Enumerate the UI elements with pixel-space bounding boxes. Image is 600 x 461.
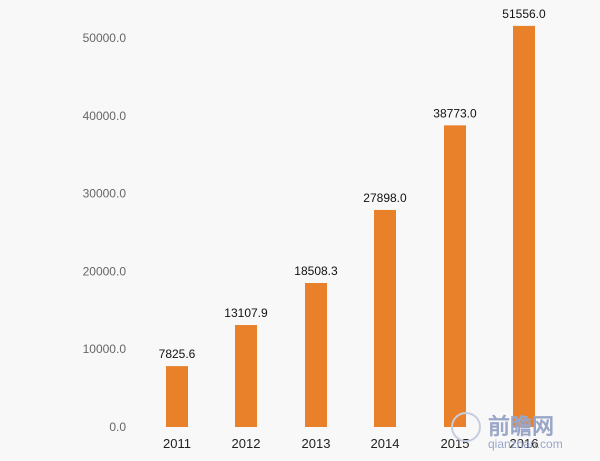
watermark-subtext: qianzhan.com (488, 437, 563, 451)
x-tick-label: 2013 (302, 436, 331, 451)
y-tick-label: 50000.0 (83, 31, 127, 45)
data-label: 27898.0 (363, 191, 407, 205)
data-label: 38773.0 (433, 106, 477, 120)
y-tick-label: 40000.0 (83, 109, 127, 123)
y-axis: 0.0 10000.0 20000.0 30000.0 40000.0 50000.0 (83, 31, 127, 434)
bar-2015 (444, 125, 466, 427)
bar-2016 (513, 25, 535, 428)
bar-2013 (305, 283, 327, 427)
y-tick-label: 10000.0 (83, 342, 127, 356)
x-axis: 2011 2012 2013 2014 2015 2016 (163, 436, 538, 451)
y-tick-label: 0.0 (109, 420, 126, 434)
bar-2011 (166, 366, 188, 427)
data-labels: 7825.6 13107.9 18508.3 27898.0 38773.0 51556.… (159, 7, 546, 361)
data-label: 13107.9 (224, 306, 268, 320)
y-tick-label: 20000.0 (83, 264, 127, 278)
data-label: 7825.6 (159, 347, 196, 361)
bar-2012 (235, 325, 257, 427)
y-tick-label: 30000.0 (83, 187, 127, 201)
data-label: 51556.0 (502, 7, 546, 21)
x-tick-label: 2014 (371, 436, 400, 451)
x-tick-label: 2012 (232, 436, 261, 451)
watermark-text: 前瞻网 (488, 414, 554, 439)
x-tick-label: 2015 (441, 436, 470, 451)
x-tick-label: 2011 (163, 436, 191, 451)
bars-group (166, 25, 535, 428)
x-tick-label: 2016 (510, 436, 539, 451)
watermark-logo-icon (451, 412, 481, 442)
bar-2014 (374, 209, 396, 427)
data-label: 18508.3 (294, 264, 338, 278)
watermark: 前瞻网 qianzhan.com (451, 412, 563, 451)
